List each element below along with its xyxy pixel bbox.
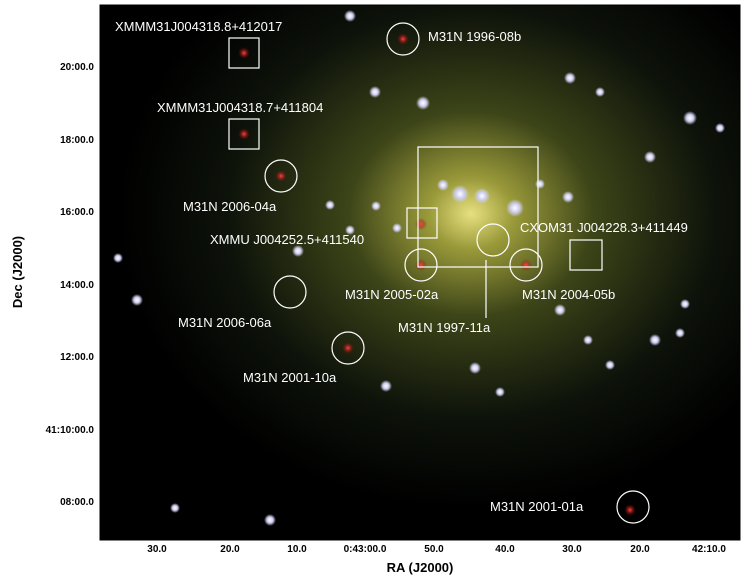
star	[495, 387, 505, 397]
red-source	[415, 259, 427, 271]
star	[469, 362, 481, 374]
star	[535, 179, 545, 189]
x-tick-label: 0:43:00.0	[344, 544, 387, 555]
x-tick-label: 20.0	[220, 544, 240, 555]
x-tick-label: 40.0	[495, 544, 515, 555]
star	[371, 201, 381, 211]
red-source	[624, 504, 636, 516]
source-label: M31N 1996-08b	[428, 29, 521, 44]
star	[474, 188, 490, 204]
star	[292, 245, 304, 257]
star	[437, 179, 449, 191]
circle	[509, 248, 543, 282]
box	[228, 37, 260, 69]
y-axis-title: Dec (J2000)	[10, 236, 25, 308]
sky-image	[100, 5, 740, 540]
circle	[386, 22, 420, 56]
star	[345, 225, 355, 235]
source-label: XMMU J004252.5+411540	[210, 232, 364, 247]
source-label: M31N 2006-06a	[178, 315, 272, 330]
y-tick-label: 18:00.0	[60, 135, 94, 146]
star	[506, 199, 524, 217]
star	[675, 328, 685, 338]
source-label: M31N 2001-01a	[490, 499, 584, 514]
circle	[331, 331, 365, 365]
star	[554, 304, 566, 316]
y-tick-label: 41:10:00.0	[46, 425, 95, 436]
x-tick-label: 42:10.0	[692, 544, 726, 555]
star	[595, 87, 605, 97]
y-tick-label: 16:00.0	[60, 207, 94, 218]
source-label: M31N 1997-11a	[398, 320, 491, 335]
stars	[113, 10, 725, 526]
x-tick-label: 30.0	[147, 544, 167, 555]
star	[380, 380, 392, 392]
box	[569, 239, 603, 271]
y-tick-label: 12:00.0	[60, 352, 94, 363]
x-tick-label: 20.0	[630, 544, 650, 555]
star	[325, 200, 335, 210]
star	[416, 96, 430, 110]
circle	[404, 248, 438, 282]
x-tick-label: 50.0	[424, 544, 444, 555]
x-tick-label: 30.0	[562, 544, 582, 555]
red-source	[397, 33, 409, 45]
red-source	[238, 128, 250, 140]
box	[417, 146, 539, 268]
source-label: M31N 2006-04a	[183, 199, 277, 214]
star	[683, 111, 697, 125]
red-source	[342, 342, 354, 354]
star	[715, 123, 725, 133]
star	[644, 151, 656, 163]
y-tick-label: 20:00.0	[60, 62, 94, 73]
star	[344, 10, 356, 22]
source-label: M31N 2001-10a	[243, 370, 337, 385]
y-tick-label: 14:00.0	[60, 280, 94, 291]
star	[605, 360, 615, 370]
star	[451, 185, 469, 203]
star	[131, 294, 143, 306]
star	[680, 299, 690, 309]
source-label: XMMM31J004318.8+412017	[115, 19, 282, 34]
box	[228, 118, 260, 150]
star	[583, 335, 593, 345]
source-label: CXOM31 J004228.3+411449	[520, 220, 688, 235]
star	[369, 86, 381, 98]
x-axis-title: RA (J2000)	[387, 560, 454, 575]
red-source	[238, 47, 250, 59]
star	[113, 253, 123, 263]
source-label: M31N 2005-02a	[345, 287, 439, 302]
annotations: XMMM31J004318.8+412017 M31N 1996-08b XMM…	[115, 19, 688, 524]
source-label: XMMM31J004318.7+411804	[157, 100, 323, 115]
circle	[616, 490, 650, 524]
source-label: M31N 2004-05b	[522, 287, 615, 302]
y-tick-label: 08:00.0	[60, 497, 94, 508]
red-source	[415, 218, 427, 230]
box	[406, 207, 438, 239]
star	[649, 334, 661, 346]
frame	[99, 4, 741, 541]
red-source	[520, 259, 532, 271]
star	[562, 191, 574, 203]
star	[564, 72, 576, 84]
star	[170, 503, 180, 513]
star	[392, 223, 402, 233]
red-source	[275, 170, 287, 182]
circle	[264, 159, 298, 193]
circle	[273, 275, 307, 309]
star	[264, 514, 276, 526]
circle	[476, 223, 510, 257]
x-tick-label: 10.0	[287, 544, 307, 555]
